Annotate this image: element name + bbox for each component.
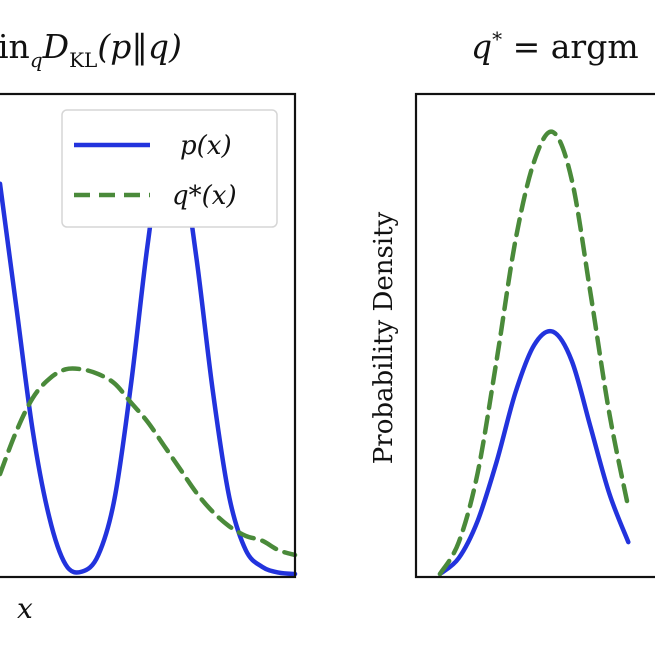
right-series-p-line [437, 328, 631, 577]
left-x-axis-label: x [17, 592, 33, 625]
left-chart-title: inqDKL(p‖q) [0, 27, 182, 72]
left-title-sub-kl: KL [69, 48, 97, 72]
left-series-q-star-line [0, 366, 298, 558]
left-title-rest: (p‖q) [97, 27, 182, 66]
right-title-q: q [471, 27, 492, 66]
right-axes-frame [414, 92, 655, 579]
right-chart-title: q* = argm [471, 27, 639, 66]
right-y-axis-label: Probability Density [369, 211, 399, 464]
legend-p-label: p(x) [180, 131, 232, 161]
right-plot-area [437, 129, 631, 577]
right-chart: q* = argm Probability Density [369, 27, 655, 579]
left-series-p-line [0, 131, 298, 577]
legend-q-label: q*(x) [172, 181, 237, 211]
left-legend: p(x) q*(x) [61, 109, 278, 228]
left-axes-frame [0, 92, 297, 579]
right-title-sup: * [492, 27, 502, 51]
right-series-q-star-line [437, 129, 631, 577]
right-title-rest: = argm [502, 27, 639, 66]
left-title-sub-q: q [30, 48, 43, 72]
left-title-prefix: in [0, 27, 30, 66]
left-chart: inqDKL(p‖q) p(x) q*(x) x [0, 27, 298, 625]
legend-box [61, 109, 278, 228]
left-title-d: D [42, 27, 69, 66]
left-plot-area [0, 131, 298, 577]
